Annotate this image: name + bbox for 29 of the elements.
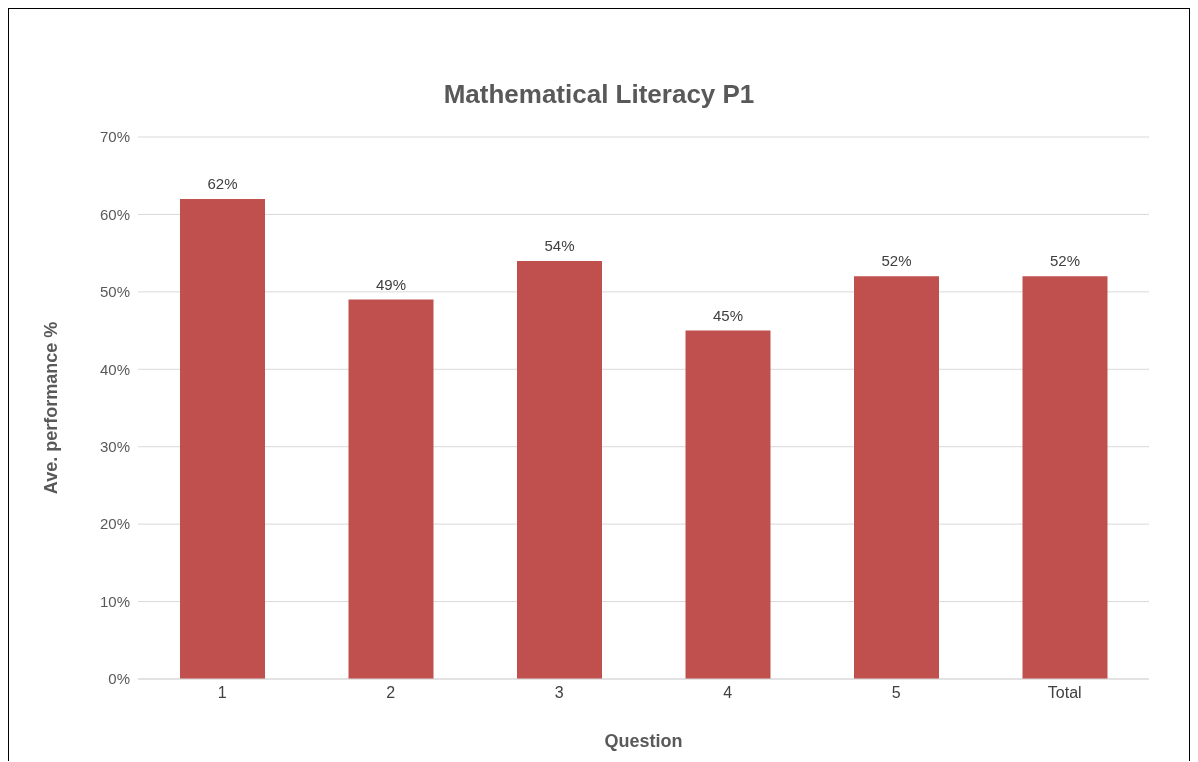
- x-tick-label: 4: [723, 684, 733, 702]
- data-label: 45%: [712, 306, 744, 324]
- x-tick-label: 2: [386, 684, 396, 702]
- x-tick-label: 5: [891, 684, 901, 702]
- data-label: 49%: [375, 275, 407, 293]
- y-tick-label: 30%: [99, 438, 130, 456]
- data-label: 52%: [881, 252, 912, 270]
- x-axis-title: Question: [604, 731, 683, 751]
- x-tick-label: 1: [217, 684, 227, 702]
- chart-title: Mathematical Literacy P1: [442, 79, 756, 110]
- y-tick-label: 60%: [99, 205, 130, 223]
- y-tick-label: 0%: [108, 670, 130, 688]
- bar: [854, 276, 939, 679]
- y-tick-label: 20%: [99, 515, 130, 533]
- data-label: 52%: [1049, 252, 1081, 270]
- bar: [348, 299, 434, 679]
- bar: [180, 198, 265, 679]
- y-tick-label: 70%: [99, 128, 130, 146]
- bar: [685, 330, 771, 679]
- x-tick-label: Total: [1047, 684, 1082, 702]
- y-tick-label: 50%: [99, 283, 130, 301]
- y-tick-label: 40%: [99, 360, 130, 378]
- bar: [517, 260, 602, 679]
- y-tick-label: 10%: [99, 592, 130, 610]
- x-tick-label: 3: [554, 684, 564, 702]
- bar: [1022, 276, 1108, 679]
- data-label: 62%: [207, 174, 238, 192]
- y-axis-title: Ave. performance %: [41, 321, 62, 495]
- data-label: 54%: [544, 236, 575, 254]
